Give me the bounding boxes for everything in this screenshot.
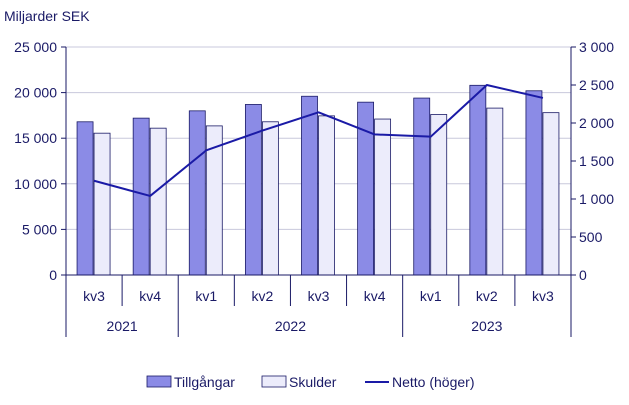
legend-label: Skulder — [289, 374, 337, 390]
y-left-tick-label: 10 000 — [14, 176, 57, 192]
y-right-tick-label: 3 000 — [579, 39, 614, 55]
tillgangar-bar — [301, 95, 318, 276]
skulder-bar — [374, 118, 392, 276]
netto-line-layer — [93, 84, 544, 197]
y-right-tick-label: 1 000 — [579, 191, 614, 207]
tillgangar-bar — [188, 110, 206, 276]
x-tick-label: kv4 — [364, 288, 386, 304]
axes: 0 5 000 10 000 15 000 20 000 25 000 0 500 1 000 1… — [14, 39, 614, 337]
x-tick-label: kv1 — [420, 288, 442, 304]
y-axis-unit-label: Miljarder SEK — [4, 8, 90, 24]
year-label: 2021 — [107, 318, 138, 334]
tillgangar-bar — [413, 97, 431, 276]
x-tick-label: kv3 — [83, 288, 105, 304]
y-left-tick-label: 25 000 — [14, 39, 57, 55]
skulder-bar — [318, 115, 335, 276]
skulder-bar — [261, 121, 279, 276]
legend-label: Netto (höger) — [392, 374, 474, 390]
tillgangar-bar — [132, 117, 150, 276]
legend-label: Tillgångar — [174, 374, 235, 390]
x-tick-label: kv3 — [532, 288, 554, 304]
y-left-tick-label: 15 000 — [14, 130, 57, 146]
skulder-bar — [430, 114, 448, 276]
skulder-bar — [542, 112, 560, 276]
y-left-tick-label: 0 — [49, 267, 57, 283]
tillgangar-bar — [469, 84, 487, 276]
x-tick-label: kv3 — [308, 288, 330, 304]
skulder-bar — [149, 127, 167, 276]
year-label: 2022 — [275, 318, 306, 334]
skulder-bar — [93, 132, 111, 276]
tillgangar-bar — [525, 90, 543, 276]
x-tick-label: kv2 — [476, 288, 498, 304]
y-left-tick-label: 5 000 — [22, 221, 57, 237]
y-left-tick-label: 20 000 — [14, 85, 57, 101]
y-right-tick-label: 500 — [579, 229, 603, 245]
tillgangar-bar — [244, 104, 262, 276]
x-tick-label: kv4 — [139, 288, 161, 304]
tillgangar-bar — [76, 121, 94, 276]
legend: Tillgångar Skulder Netto (höger) — [146, 374, 474, 390]
y-right-tick-label: 2 500 — [579, 77, 614, 93]
y-right-tick-label: 0 — [579, 267, 587, 283]
skulder-bar — [486, 107, 504, 276]
legend-swatch — [146, 375, 172, 388]
y-right-tick-label: 2 000 — [579, 115, 614, 131]
year-label: 2023 — [471, 318, 502, 334]
netto-line — [93, 84, 544, 197]
x-tick-label: kv1 — [195, 288, 217, 304]
y-right-tick-label: 1 500 — [579, 153, 614, 169]
legend-swatch — [261, 375, 287, 388]
bars — [76, 84, 560, 276]
x-tick-label: kv2 — [251, 288, 273, 304]
